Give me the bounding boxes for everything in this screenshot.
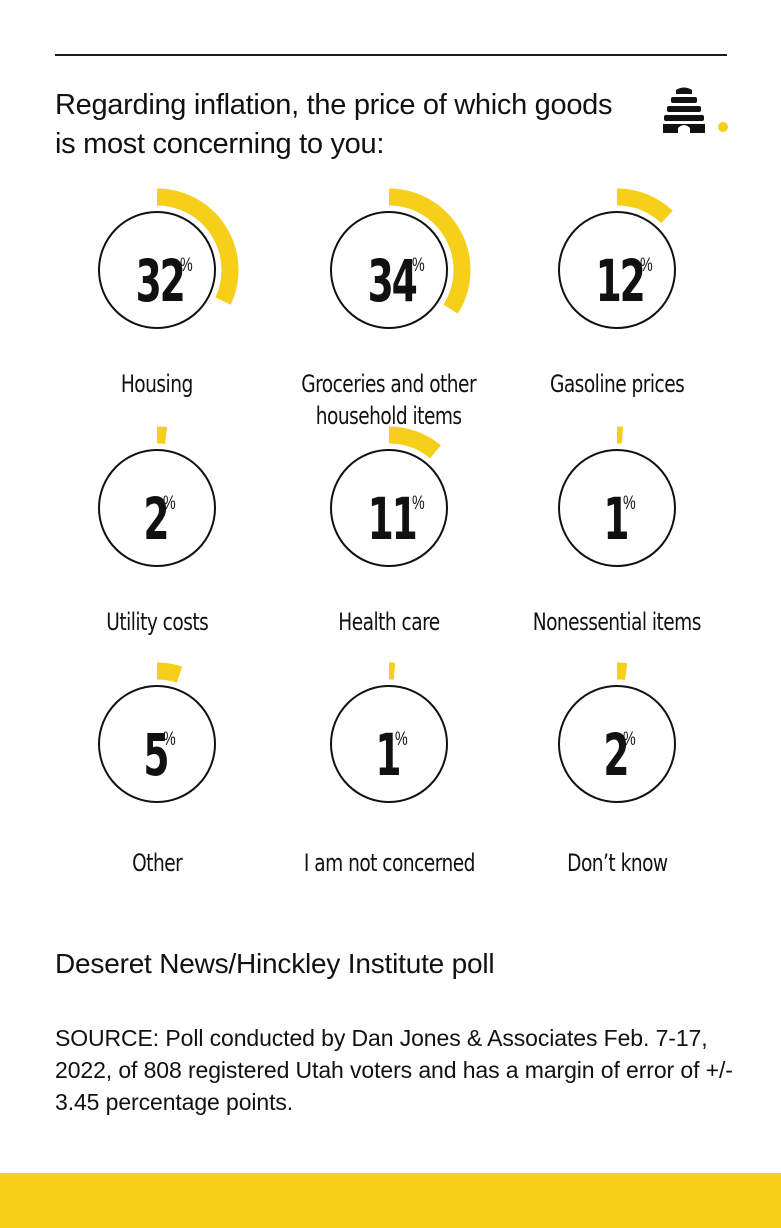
value-unit: % <box>411 255 425 276</box>
value-label: 12% <box>500 252 734 326</box>
donut-ring <box>558 211 676 329</box>
value-arc <box>156 662 183 683</box>
value-label: 1% <box>500 490 734 564</box>
value-number: 32 <box>135 247 186 315</box>
poll-name: Deseret News/Hinckley Institute poll <box>55 948 495 979</box>
value-unit: % <box>163 493 176 514</box>
donut-graphic <box>330 662 448 803</box>
value-number: 34 <box>367 247 418 315</box>
donut-item: 2% Don’t know <box>500 662 734 924</box>
value-unit: % <box>623 729 636 750</box>
donut-item: 34% Groceries and other household items <box>272 188 506 450</box>
value-unit: % <box>623 493 636 514</box>
category-label: Health care <box>338 608 440 636</box>
donut-ring <box>98 685 216 803</box>
donut-graphic <box>330 426 448 567</box>
value-number: 5 <box>143 721 169 789</box>
value-label: 1% <box>272 726 506 800</box>
value-label: 2% <box>500 726 734 800</box>
donut-ring <box>558 449 676 567</box>
category-label: Groceries and other household items <box>301 370 477 430</box>
donut-ring <box>330 685 448 803</box>
value-arc <box>616 662 628 681</box>
value-number: 11 <box>367 485 418 553</box>
value-arc <box>616 188 673 224</box>
value-unit: % <box>639 255 653 276</box>
category-label: Housing <box>121 370 193 398</box>
value-unit: % <box>411 493 425 514</box>
category-label: Utility costs <box>105 608 209 636</box>
value-number: 12 <box>595 247 646 315</box>
donut-graphic <box>558 188 676 329</box>
value-arc <box>388 426 441 459</box>
donut-ring <box>98 211 216 329</box>
value-number: 2 <box>143 485 169 553</box>
donut-item: 11% Health care <box>272 426 506 688</box>
bottom-color-band <box>0 1173 781 1228</box>
donut-item: 1% Nonessential items <box>500 426 734 688</box>
donut-item: 12% Gasoline prices <box>500 188 734 450</box>
donut-ring <box>98 449 216 567</box>
donut-graphic <box>558 662 676 803</box>
value-arc <box>156 426 168 445</box>
donut-graphic <box>98 662 216 803</box>
top-rule <box>55 54 727 56</box>
value-label: 11% <box>272 490 506 564</box>
value-number: 1 <box>375 721 401 789</box>
value-label: 5% <box>40 726 274 800</box>
value-unit: % <box>395 729 408 750</box>
donut-item: 32% Housing <box>40 188 274 450</box>
value-arc <box>156 188 239 305</box>
category-label: I am not concerned <box>303 849 475 877</box>
value-label: 2% <box>40 490 274 564</box>
source-note: SOURCE: Poll conducted by Dan Jones & As… <box>55 1025 733 1115</box>
value-arc <box>388 188 471 314</box>
donut-graphic <box>98 188 239 329</box>
value-number: 2 <box>603 721 629 789</box>
value-unit: % <box>163 729 176 750</box>
beehive-icon <box>663 87 728 133</box>
donut-ring <box>330 211 448 329</box>
category-label: Other <box>131 849 183 877</box>
donut-ring <box>558 685 676 803</box>
value-label: 34% <box>272 252 506 326</box>
category-label: Nonessential items <box>532 608 702 636</box>
donut-graphic <box>330 188 471 329</box>
donut-item: 5% Other <box>40 662 274 924</box>
donut-graphic <box>98 426 216 567</box>
donut-item: 2% Utility costs <box>40 426 274 688</box>
category-label: Gasoline prices <box>549 370 685 398</box>
chart-title: Regarding inflation, the price of which … <box>55 89 613 160</box>
donut-graphic <box>558 426 676 567</box>
category-label: Don’t know <box>566 849 668 877</box>
value-label: 32% <box>40 252 274 326</box>
donut-ring <box>330 449 448 567</box>
value-number: 1 <box>603 485 629 553</box>
value-unit: % <box>179 255 193 276</box>
donut-item: 1% I am not concerned <box>272 662 506 924</box>
